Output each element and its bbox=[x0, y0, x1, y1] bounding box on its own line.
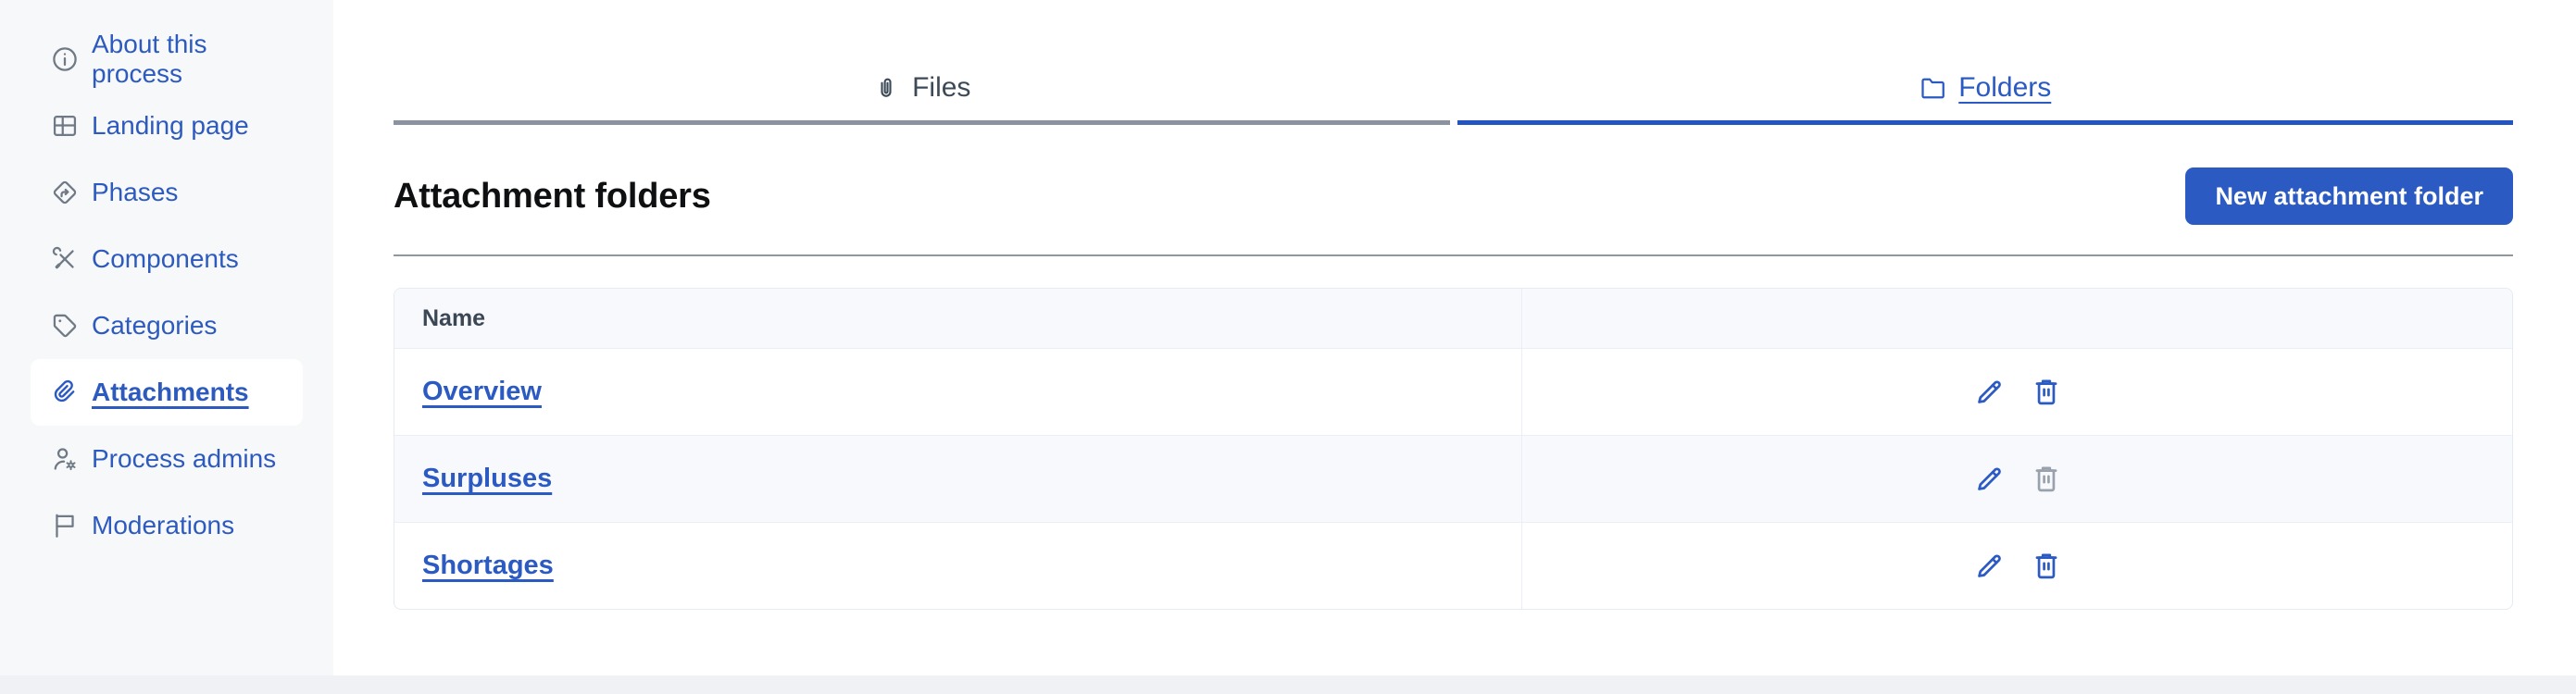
info-icon bbox=[50, 44, 80, 74]
sidebar-item-label: Landing page bbox=[92, 111, 249, 140]
paperclip-icon bbox=[872, 74, 900, 102]
sidebar-item-categories[interactable]: Categories bbox=[31, 292, 303, 359]
sidebar-item-label: Phases bbox=[92, 178, 179, 206]
tab-files[interactable]: Files bbox=[394, 72, 1450, 125]
column-header-actions bbox=[1522, 289, 2512, 348]
trash-icon bbox=[2035, 378, 2057, 404]
sidebar-item-label: Attachments bbox=[92, 378, 249, 406]
new-attachment-folder-button[interactable]: New attachment folder bbox=[2185, 167, 2513, 225]
main-content: Files Folders Attachment folders New att… bbox=[333, 0, 2576, 675]
folder-link-surpluses[interactable]: Surpluses bbox=[422, 464, 553, 493]
sidebar-item-about-this-process[interactable]: About this process bbox=[31, 26, 303, 93]
delete-button[interactable] bbox=[2031, 551, 2062, 582]
sidebar-item-label: Moderations bbox=[92, 511, 235, 539]
tools-icon bbox=[50, 244, 80, 274]
trash-icon bbox=[2035, 552, 2057, 578]
table-row: Shortages bbox=[394, 522, 2512, 609]
sidebar-item-label: About this process bbox=[92, 30, 207, 88]
delete-button[interactable] bbox=[2031, 377, 2062, 408]
tab-label: Files bbox=[912, 72, 971, 103]
column-header-name: Name bbox=[394, 289, 1522, 348]
sidebar-item-components[interactable]: Components bbox=[31, 226, 303, 292]
sidebar-item-moderations[interactable]: Moderations bbox=[31, 492, 303, 559]
tab-folders[interactable]: Folders bbox=[1457, 72, 2513, 125]
edit-button[interactable] bbox=[1973, 377, 2005, 408]
folder-link-shortages[interactable]: Shortages bbox=[422, 551, 554, 580]
page-title: Attachment folders bbox=[394, 176, 711, 216]
sidebar-item-process-admins[interactable]: Process admins bbox=[31, 426, 303, 492]
sidebar-item-attachments[interactable]: Attachments bbox=[31, 359, 303, 426]
phases-sign-icon bbox=[50, 178, 80, 207]
sidebar-item-label: Components bbox=[92, 244, 239, 273]
process-admin-page: About this process Landing page Phas bbox=[0, 0, 2576, 675]
pencil-icon bbox=[1977, 380, 2001, 403]
flag-icon bbox=[50, 511, 80, 540]
table-header-row: Name bbox=[394, 289, 2512, 348]
folder-icon bbox=[1919, 74, 1946, 102]
paperclip-icon bbox=[50, 378, 80, 407]
table-row: Overview bbox=[394, 348, 2512, 435]
edit-button[interactable] bbox=[1973, 464, 2005, 495]
folder-link-overview[interactable]: Overview bbox=[422, 377, 542, 406]
layout-icon bbox=[50, 111, 80, 141]
pencil-icon bbox=[1977, 467, 2001, 490]
header-divider bbox=[394, 254, 2513, 256]
attachments-tabs: Files Folders bbox=[394, 0, 2513, 125]
trash-icon bbox=[2035, 465, 2057, 491]
page-header: Attachment folders New attachment folder bbox=[394, 167, 2513, 225]
sidebar-item-label: Categories bbox=[92, 311, 218, 340]
sidebar-item-phases[interactable]: Phases bbox=[31, 159, 303, 226]
tag-icon bbox=[50, 311, 80, 341]
user-gear-icon bbox=[50, 444, 80, 474]
sidebar: About this process Landing page Phas bbox=[0, 0, 333, 675]
pencil-icon bbox=[1977, 554, 2001, 577]
attachment-folders-table: Name Overview bbox=[394, 288, 2513, 610]
tab-label: Folders bbox=[1958, 72, 2052, 103]
delete-button[interactable] bbox=[2031, 464, 2062, 495]
sidebar-item-label: Process admins bbox=[92, 444, 277, 473]
table-row: Surpluses bbox=[394, 435, 2512, 522]
sidebar-item-landing-page[interactable]: Landing page bbox=[31, 93, 303, 159]
edit-button[interactable] bbox=[1973, 551, 2005, 582]
